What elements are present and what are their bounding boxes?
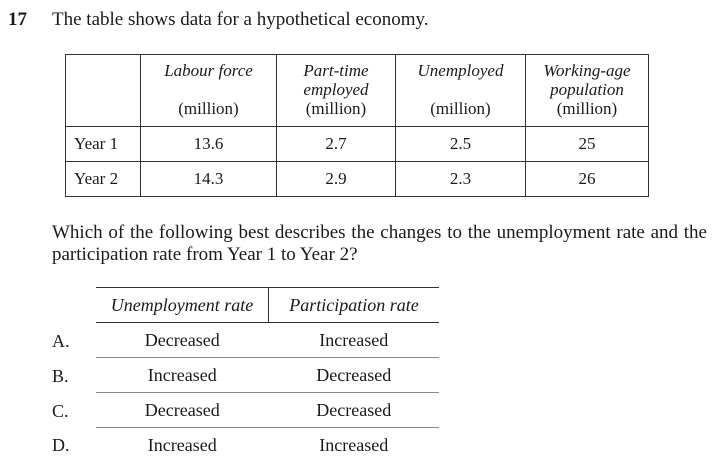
options-header-unemployment-rate: Unemployment rate: [96, 287, 269, 323]
table-cell: 26: [525, 161, 649, 197]
header-unit: (million): [556, 99, 618, 118]
option-b-unemployment: Increased: [96, 357, 269, 393]
option-c-participation: Decreased: [268, 392, 439, 428]
table-cell: 13.6: [140, 126, 277, 162]
table-cell: 2.3: [395, 161, 526, 197]
data-table-header-row: Labour force (million) Part-time employe…: [65, 54, 649, 127]
question-number: 17: [8, 9, 27, 30]
table-row: Year 1 13.6 2.7 2.5 25: [65, 126, 649, 162]
header-unit: (million): [430, 99, 491, 118]
option-letter-a[interactable]: A.: [52, 331, 70, 351]
question-stem: The table shows data for a hypothetical …: [52, 9, 429, 30]
table-row: Year 2 14.3 2.9 2.3 26: [65, 161, 649, 197]
table-cell: 2.9: [276, 161, 396, 197]
option-b-participation: Decreased: [268, 357, 439, 393]
option-d-unemployment: Increased: [147, 434, 217, 455]
option-row-a[interactable]: Decreased Increased: [96, 322, 439, 358]
row-label: Year 2: [65, 161, 141, 197]
option-row-b[interactable]: Increased Decreased: [96, 357, 439, 393]
table-cell: 25: [525, 126, 649, 162]
header-labour-force: Labour force (million): [140, 54, 277, 127]
option-d-participation: Increased: [319, 434, 389, 455]
header-unit: (million): [305, 99, 367, 118]
option-letter-b[interactable]: B.: [52, 366, 69, 386]
header-unemployed: Unemployed (million): [395, 54, 526, 127]
header-label: Unemployed: [417, 61, 504, 80]
header-unit: (million): [178, 99, 239, 118]
question-body: Which of the following best describes th…: [52, 222, 707, 265]
option-letter-c[interactable]: C.: [52, 401, 69, 421]
options-table: Unemployment rate Participation rate Dec…: [96, 287, 439, 462]
option-a-unemployment: Decreased: [96, 322, 269, 358]
table-cell: 2.5: [395, 126, 526, 162]
option-a-participation: Increased: [268, 322, 439, 358]
option-row-c[interactable]: Decreased Decreased: [96, 392, 439, 428]
data-table: Labour force (million) Part-time employe…: [65, 54, 649, 197]
option-c-unemployment: Decreased: [96, 392, 269, 428]
table-cell: 14.3: [140, 161, 277, 197]
option-letter-d[interactable]: D.: [52, 435, 70, 455]
data-table-corner-cell: [65, 54, 141, 127]
row-label: Year 1: [65, 126, 141, 162]
header-label: Labour force: [164, 61, 253, 80]
options-header-row: Unemployment rate Participation rate: [96, 287, 439, 323]
header-label: Working-age population: [543, 61, 631, 99]
header-working-age-population: Working-age population (million): [525, 54, 649, 127]
table-cell: 2.7: [276, 126, 396, 162]
options-header-participation-rate: Participation rate: [268, 287, 439, 323]
header-part-time-employed: Part-time employed (million): [276, 54, 396, 127]
header-label: Part-time employed: [303, 61, 369, 99]
option-row-d[interactable]: Increased Increased: [96, 428, 439, 463]
